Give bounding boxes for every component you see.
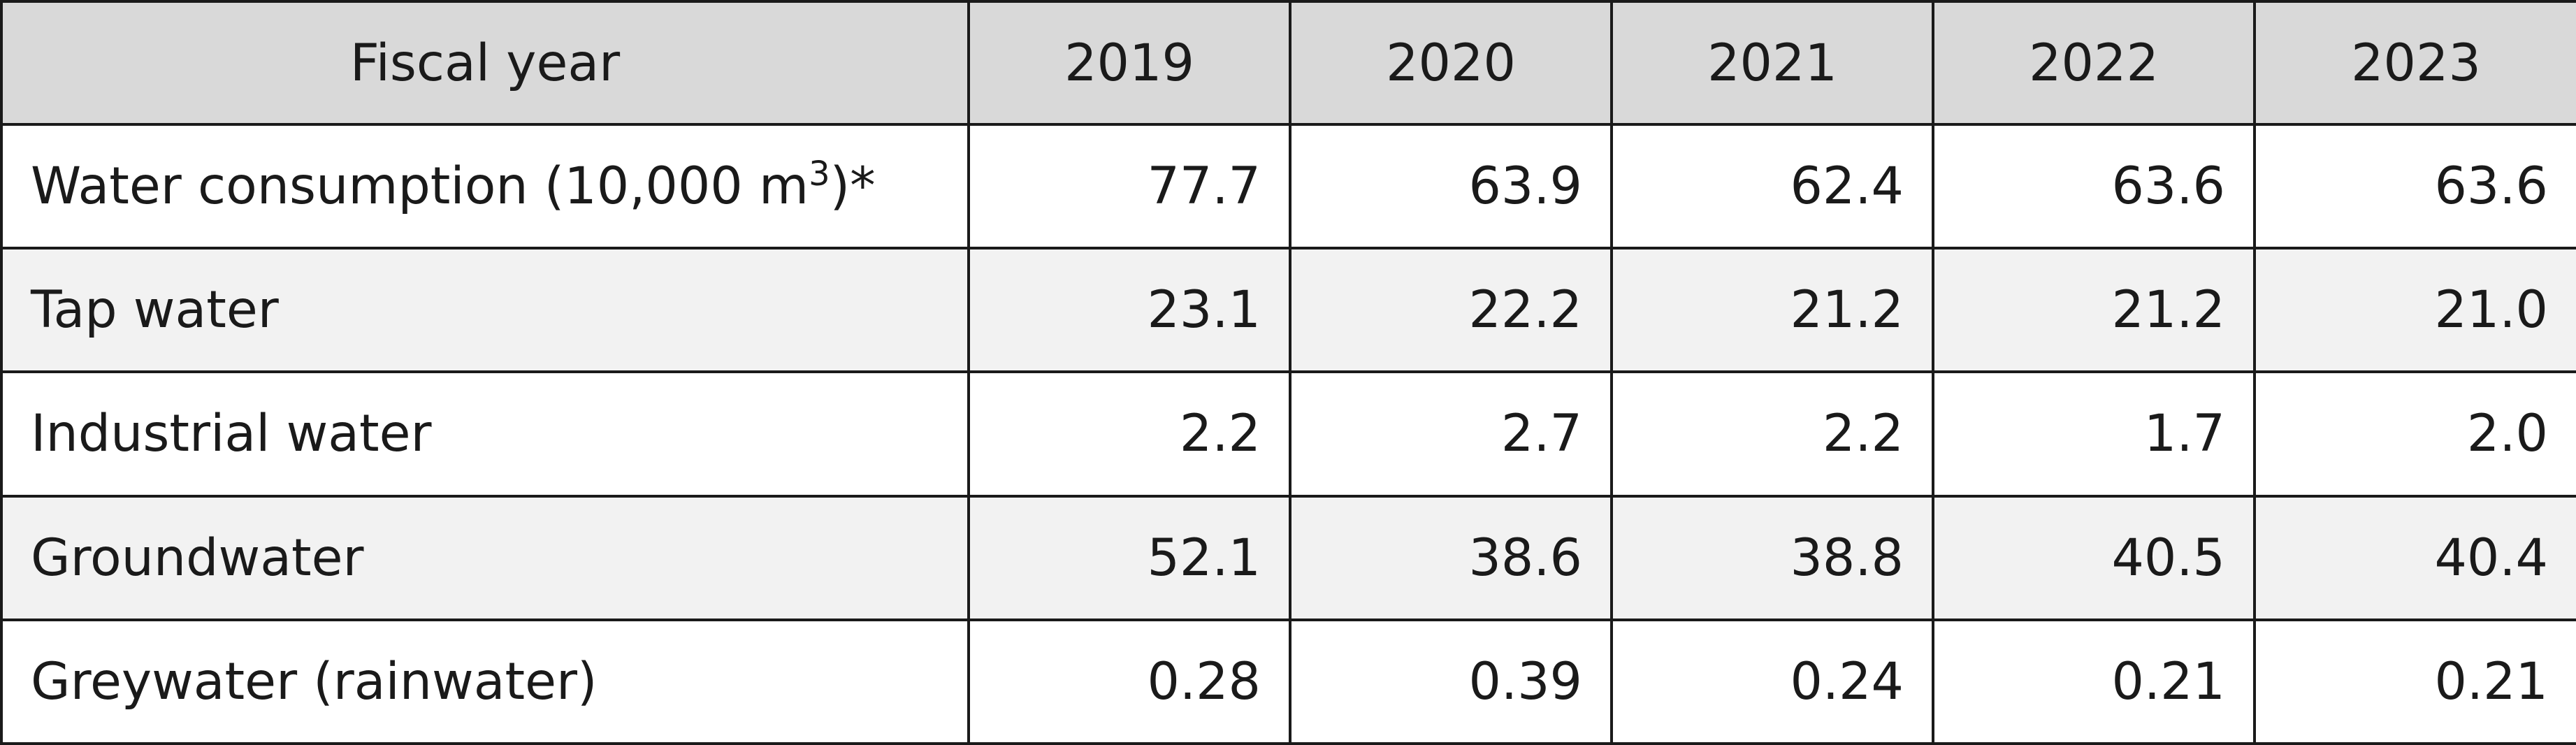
table-row-industrial-water: Industrial water 2.2 2.7 2.2 1.7 2.0 <box>0 370 2576 498</box>
header-label-cell: Fiscal year <box>0 0 970 126</box>
row-label-cell: Industrial water <box>0 370 970 498</box>
row-label-cell: Water consumption (10,000 m3)* <box>0 122 970 250</box>
unit-superscript: 3 <box>809 154 830 194</box>
value-cell: 38.6 <box>1289 494 1613 621</box>
value-cell: 62.4 <box>1610 122 1934 250</box>
value-cell: 0.21 <box>2253 618 2576 745</box>
value-cell: 21.2 <box>1610 247 1934 374</box>
value-cell: 40.4 <box>2253 494 2576 621</box>
row-label-cell: Greywater (rainwater) <box>0 618 970 745</box>
value-cell: 0.24 <box>1610 618 1934 745</box>
value-cell: 0.21 <box>1932 618 2256 745</box>
value-cell: 2.7 <box>1289 370 1613 498</box>
row-label-suffix: )* <box>830 157 876 217</box>
value-cell: 63.9 <box>1289 122 1613 250</box>
table-row-tap-water: Tap water 23.1 22.2 21.2 21.2 21.0 <box>0 247 2576 374</box>
header-year-cell: 2019 <box>967 0 1291 126</box>
header-year-cell: 2022 <box>1932 0 2256 126</box>
table-row-water-consumption: Water consumption (10,000 m3)* 77.7 63.9… <box>0 122 2576 250</box>
row-label-cell: Tap water <box>0 247 970 374</box>
value-cell: 38.8 <box>1610 494 1934 621</box>
header-row: Fiscal year 2019 2020 2021 2022 2023 <box>0 0 2576 126</box>
header-year-cell: 2021 <box>1610 0 1934 126</box>
row-label-text: Water consumption (10,000 m <box>31 157 809 217</box>
table-row-groundwater: Groundwater 52.1 38.6 38.8 40.5 40.4 <box>0 494 2576 621</box>
value-cell: 21.2 <box>1932 247 2256 374</box>
value-cell: 40.5 <box>1932 494 2256 621</box>
row-label-cell: Groundwater <box>0 494 970 621</box>
header-year-cell: 2020 <box>1289 0 1613 126</box>
value-cell: 2.0 <box>2253 370 2576 498</box>
value-cell: 21.0 <box>2253 247 2576 374</box>
value-cell: 1.7 <box>1932 370 2256 498</box>
table-row-greywater: Greywater (rainwater) 0.28 0.39 0.24 0.2… <box>0 618 2576 745</box>
value-cell: 2.2 <box>967 370 1291 498</box>
value-cell: 63.6 <box>2253 122 2576 250</box>
value-cell: 22.2 <box>1289 247 1613 374</box>
value-cell: 2.2 <box>1610 370 1934 498</box>
value-cell: 52.1 <box>967 494 1291 621</box>
value-cell: 77.7 <box>967 122 1291 250</box>
value-cell: 63.6 <box>1932 122 2256 250</box>
header-year-cell: 2023 <box>2253 0 2576 126</box>
value-cell: 0.39 <box>1289 618 1613 745</box>
value-cell: 0.28 <box>967 618 1291 745</box>
value-cell: 23.1 <box>967 247 1291 374</box>
